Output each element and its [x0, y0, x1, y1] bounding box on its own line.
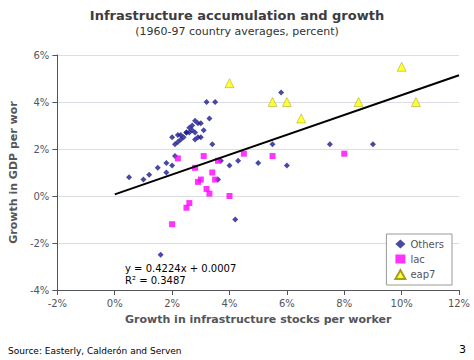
svg-text:(1960-97 country averages, per: (1960-97 country averages, percent): [135, 25, 339, 38]
svg-text:-4%: -4%: [30, 285, 49, 296]
svg-text:12%: 12%: [448, 298, 470, 309]
svg-text:2%: 2%: [164, 298, 180, 309]
svg-text:Others: Others: [410, 239, 444, 250]
svg-text:6%: 6%: [279, 298, 295, 309]
svg-text:8%: 8%: [336, 298, 352, 309]
svg-text:0%: 0%: [107, 298, 123, 309]
svg-text:3: 3: [459, 343, 466, 356]
svg-text:4%: 4%: [33, 97, 49, 108]
svg-text:-2%: -2%: [48, 298, 67, 309]
svg-text:Growth in infrastructure stock: Growth in infrastructure stocks per work…: [125, 313, 392, 326]
svg-text:Source: Easterly, Calderón and: Source: Easterly, Calderón and Serven: [8, 346, 181, 356]
svg-text:y = 0.4224x + 0.0007: y = 0.4224x + 0.0007: [125, 263, 236, 274]
svg-text:Growth in GDP per wor: Growth in GDP per wor: [7, 101, 20, 244]
svg-text:2%: 2%: [33, 144, 49, 155]
svg-text:lac: lac: [410, 254, 424, 265]
svg-text:6%: 6%: [33, 50, 49, 61]
svg-text:eap7: eap7: [410, 269, 435, 280]
svg-text:4%: 4%: [222, 298, 238, 309]
svg-text:-2%: -2%: [30, 238, 49, 249]
svg-text:Infrastructure accumulation an: Infrastructure accumulation and growth: [90, 8, 384, 23]
svg-text:10%: 10%: [391, 298, 413, 309]
svg-text:R² = 0.3487: R² = 0.3487: [125, 275, 186, 286]
svg-text:0%: 0%: [33, 191, 49, 202]
